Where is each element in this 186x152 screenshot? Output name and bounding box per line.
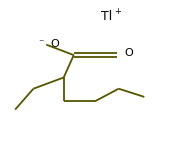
Text: +: + <box>114 7 121 16</box>
Text: O: O <box>124 48 133 58</box>
Text: ⁻: ⁻ <box>38 38 44 48</box>
Text: Tl: Tl <box>101 10 112 23</box>
Text: O: O <box>50 39 59 49</box>
